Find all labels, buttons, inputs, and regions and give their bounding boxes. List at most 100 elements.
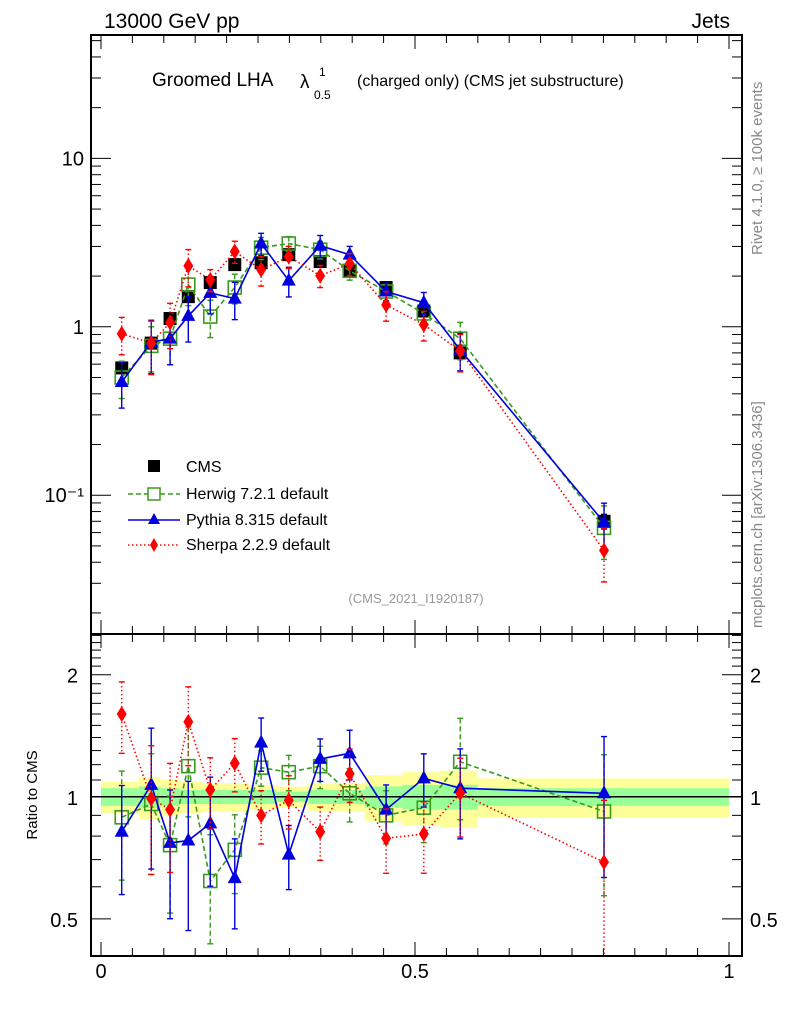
main-y-tick-labels: 10⁻¹ 1 10 (45, 148, 85, 507)
ratio-axis-ticks (91, 634, 742, 956)
header-right: Jets (691, 10, 730, 33)
y-tick-label: 10⁻¹ (45, 485, 85, 507)
legend-entry-sherpa: Sherpa 2.2.9 default (128, 537, 331, 554)
data-point-pythia (313, 237, 328, 251)
data-point-pythia (254, 235, 269, 249)
data-point-sherpa (455, 342, 466, 359)
main-panel: 10⁻¹ 1 10 Groomed LHA λ 1 0.5 (charged onl… (45, 34, 743, 635)
legend-marker-triangle (148, 513, 160, 524)
series-pythia (114, 717, 612, 932)
x-tick-labels: 0 0.5 1 (95, 961, 734, 983)
data-point-sherpa (599, 854, 610, 871)
data-point-pythia (114, 374, 129, 388)
data-point-pythia (379, 283, 394, 297)
data-point-sherpa (205, 271, 216, 288)
data-point-pythia (313, 750, 328, 764)
data-point-cms (228, 258, 242, 272)
legend-entry-cms: CMS (148, 459, 222, 476)
ratio-y-tick-labels: 0.5 0.5 1 1 2 2 (50, 666, 778, 932)
plot-title: Groomed LHA λ 1 0.5 (charged only) (CMS … (152, 65, 624, 102)
ratio-y-tick-label-right: 2 (750, 666, 761, 688)
legend-label-cms: CMS (186, 459, 222, 476)
data-point-pythia (163, 834, 178, 848)
title-main: Groomed LHA (152, 70, 274, 91)
legend: CMS Herwig 7.2.1 default Pythia 8.315 de… (128, 459, 331, 554)
data-point-sherpa (116, 706, 127, 723)
legend-marker-diamond (150, 538, 158, 552)
data-point-sherpa (381, 296, 392, 313)
data-point-sherpa (599, 542, 610, 559)
title-subscript: 0.5 (314, 88, 331, 102)
series-sherpa (116, 681, 610, 957)
data-point-pythia (379, 801, 394, 815)
data-point-sherpa (146, 790, 157, 807)
data-point-pythia (181, 307, 196, 321)
y-tick-label: 10 (62, 148, 84, 170)
y-tick-label: 1 (73, 317, 84, 339)
data-point-sherpa (455, 785, 466, 802)
data-point-sherpa (165, 801, 176, 818)
data-point-sherpa (344, 765, 355, 782)
data-point-cms (313, 255, 327, 269)
series-line-pythia (121, 242, 605, 523)
data-point-sherpa (418, 825, 429, 842)
data-point-sherpa (381, 830, 392, 847)
side-text-mcplots: mcplots.cern.ch [arXiv:1306.3436] (749, 401, 766, 628)
title-suffix: (charged only) (CMS jet substructure) (357, 73, 624, 90)
data-point-pythia (114, 823, 129, 837)
data-point-pythia (281, 272, 296, 286)
data-point-sherpa (229, 243, 240, 260)
legend-label-pythia: Pythia 8.315 default (186, 512, 328, 529)
data-point-sherpa (283, 248, 294, 265)
data-point-sherpa (283, 792, 294, 809)
ratio-y-tick-label: 2 (67, 666, 78, 688)
ratio-y-tick-label: 0.5 (50, 910, 78, 932)
data-point-pythia (597, 514, 612, 528)
legend-marker-square-open (147, 487, 161, 501)
x-tick-label: 0 (95, 961, 106, 983)
data-point-sherpa (344, 255, 355, 272)
data-point-sherpa (116, 325, 127, 342)
data-point-pythia (416, 770, 431, 784)
data-point-pythia (163, 330, 178, 344)
ratio-y-tick-label-right: 0.5 (750, 910, 778, 932)
series-herwig (114, 235, 612, 561)
data-point-herwig (281, 764, 297, 780)
data-point-pythia (227, 290, 242, 304)
data-point-sherpa (256, 261, 267, 278)
ratio-y-tick-label-right: 1 (750, 788, 761, 810)
data-point-sherpa (146, 335, 157, 352)
legend-label-sherpa: Sherpa 2.2.9 default (186, 537, 331, 554)
ratio-frame (90, 633, 743, 957)
data-point-sherpa (183, 257, 194, 274)
data-point-pythia (342, 745, 357, 759)
title-symbol: λ (300, 72, 310, 93)
series-herwig (114, 717, 612, 945)
analysis-label: (CMS_2021_I1920187) (348, 591, 483, 606)
data-point-sherpa (315, 823, 326, 840)
ratio-panel: 0.5 0.51 12 2 0 0.5 1 Ratio to CMS (24, 633, 778, 983)
ratio-series (114, 681, 612, 957)
data-point-pythia (181, 832, 196, 846)
ratio-y-tick-label: 1 (67, 788, 78, 810)
data-point-pythia (254, 734, 269, 748)
main-axis-ticks (91, 35, 742, 634)
side-text-rivet: Rivet 4.1.0, ≥ 100k events (749, 82, 766, 255)
ratio-y-axis-label: Ratio to CMS (24, 750, 41, 839)
data-point-sherpa (315, 267, 326, 284)
data-point-sherpa (256, 807, 267, 824)
legend-marker-square-filled (148, 460, 160, 472)
series-sherpa (116, 240, 610, 583)
x-tick-label: 0.5 (401, 961, 429, 983)
data-point-herwig (342, 786, 357, 801)
data-point-sherpa (229, 755, 240, 772)
data-point-sherpa (418, 316, 429, 333)
data-point-sherpa (183, 713, 194, 730)
data-point-pythia (227, 870, 242, 884)
main-series (114, 232, 612, 583)
title-superscript: 1 (319, 65, 326, 79)
legend-entry-herwig: Herwig 7.2.1 default (128, 486, 329, 503)
series-line-sherpa (121, 250, 605, 551)
x-tick-label: 1 (723, 961, 734, 983)
